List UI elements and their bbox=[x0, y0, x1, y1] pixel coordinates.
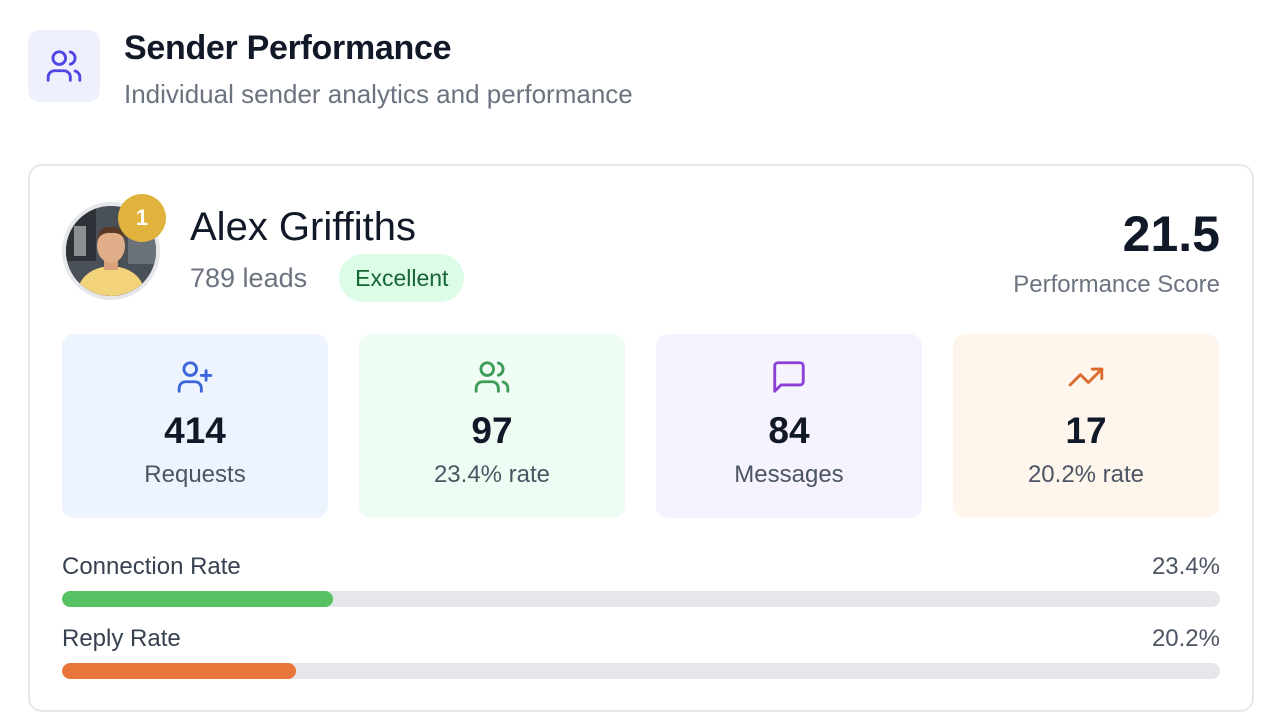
stats-row: 414 Requests 97 23.4% rate 84 bbox=[62, 334, 1219, 518]
stat-messages: 84 Messages bbox=[656, 334, 922, 518]
progress-track bbox=[62, 663, 1220, 679]
message-square-icon bbox=[770, 358, 808, 396]
page-title: Sender Performance bbox=[124, 29, 452, 67]
stat-value: 84 bbox=[768, 410, 810, 451]
page-header: Sender Performance Individual sender ana… bbox=[28, 29, 633, 110]
sender-meta: 789 leads Excellent bbox=[190, 254, 465, 302]
users-icon bbox=[473, 358, 511, 396]
stat-value: 97 bbox=[471, 410, 513, 451]
rate-value: 20.2% bbox=[1151, 625, 1220, 652]
score-label: Performance Score bbox=[1013, 271, 1220, 298]
stat-replies: 17 20.2% rate bbox=[953, 334, 1219, 518]
rate-label: Reply Rate bbox=[62, 625, 181, 652]
stat-label: 20.2% rate bbox=[1027, 461, 1145, 488]
performance-score: 21.5 Performance Score bbox=[1013, 206, 1220, 300]
stat-label: Requests bbox=[144, 461, 246, 488]
trending-up-icon bbox=[1067, 358, 1105, 396]
user-plus-icon bbox=[176, 358, 214, 396]
rate-value: 23.4% bbox=[1151, 553, 1220, 580]
status-badge: Excellent bbox=[339, 254, 465, 302]
page-subtitle: Individual sender analytics and performa… bbox=[124, 79, 633, 109]
progress-fill bbox=[62, 591, 333, 607]
leads-count: 789 leads bbox=[190, 263, 308, 293]
score-value: 21.5 bbox=[1122, 206, 1220, 262]
progress-fill bbox=[62, 663, 296, 679]
stat-label: 23.4% rate bbox=[433, 461, 551, 488]
stat-label: Messages bbox=[734, 461, 844, 488]
connection-rate: Connection Rate 23.4% bbox=[62, 552, 1220, 607]
reply-rate: Reply Rate 20.2% bbox=[62, 624, 1220, 679]
rank-badge: 1 bbox=[118, 194, 166, 242]
progress-track bbox=[62, 591, 1220, 607]
sender-name: Alex Griffiths bbox=[190, 205, 416, 249]
rate-label: Connection Rate bbox=[62, 553, 241, 580]
stat-connections: 97 23.4% rate bbox=[359, 334, 625, 518]
stat-value: 17 bbox=[1065, 410, 1107, 451]
users-icon bbox=[28, 30, 100, 102]
avatar-container: 1 bbox=[62, 194, 166, 300]
stat-value: 414 bbox=[164, 410, 226, 451]
sender-card[interactable]: 1 Alex Griffiths 789 leads Excellent 21.… bbox=[28, 164, 1254, 712]
stat-requests: 414 Requests bbox=[62, 334, 328, 518]
